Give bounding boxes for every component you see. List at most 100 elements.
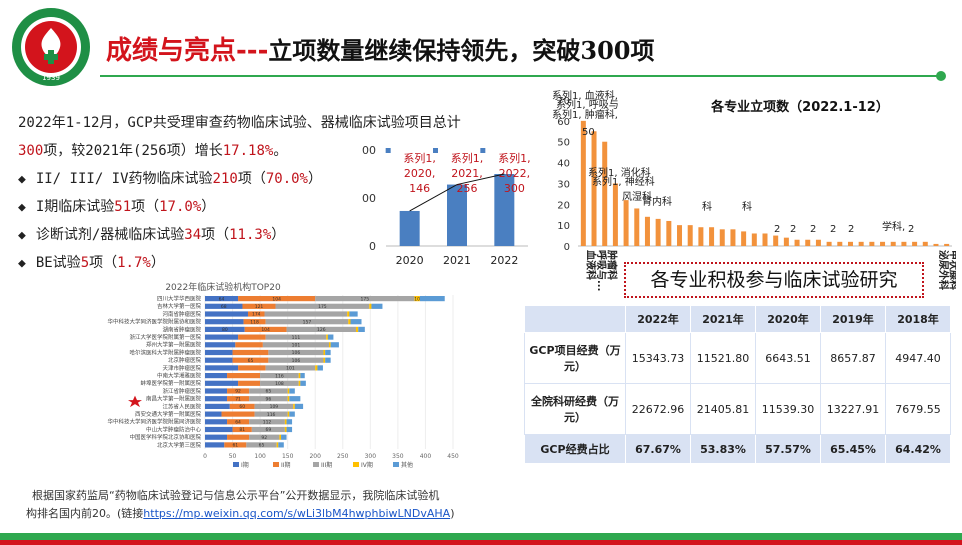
stacked-segment	[227, 419, 250, 425]
data-label: 系列1,	[498, 151, 531, 165]
funding-table: 2022年 2021年 2020年 2019年 2018年 GCP项目经费（万元…	[524, 305, 951, 464]
header-divider-dot	[936, 71, 946, 81]
segment-label: 116	[267, 412, 276, 418]
bar	[847, 241, 853, 246]
stacked-segment	[325, 349, 331, 356]
institution-label: 南昌大学第一附属医院	[146, 395, 202, 403]
y-tick-label: 70	[557, 96, 570, 107]
stacked-segment	[205, 434, 228, 440]
stacked-segment	[286, 419, 293, 425]
segment-label: 60	[239, 404, 245, 410]
data-label: 2020,	[404, 167, 436, 180]
institution-label: 江苏省人民医院	[162, 402, 201, 410]
data-label: 2	[830, 224, 836, 235]
segment-label: 61	[232, 443, 238, 449]
y-tick-label: 0	[369, 240, 376, 253]
table-cell: 22672.96	[625, 383, 691, 435]
bar	[655, 218, 661, 246]
bullet-text: II/ III/ IV药物临床试验	[35, 171, 213, 187]
summary-line-2-text: 项，较2021年(256项）增长	[43, 143, 223, 159]
table-cell: 53.83%	[690, 434, 756, 464]
stacked-segment	[221, 411, 255, 417]
table-row: GCP项目经费（万元） 15343.73 11521.80 6643.51 86…	[524, 332, 951, 384]
stacked-segment	[205, 396, 228, 402]
stacked-segment	[238, 334, 266, 340]
bar	[944, 243, 950, 246]
x-tick-label: 血液科	[584, 250, 597, 280]
bullet-text: ）	[150, 255, 165, 271]
stacked-segment	[300, 380, 306, 386]
table-header-cell	[524, 305, 626, 333]
footnote: 根据国家药监局“药物临床试验登记与信息公示平台”公开数据显示，我院临床试验机 构…	[26, 487, 455, 521]
stacked-segment	[347, 311, 350, 317]
bar	[794, 239, 800, 246]
data-label: 系列1, 呼吸与	[556, 98, 619, 111]
bar	[783, 237, 789, 246]
x-tick-label: 250	[337, 453, 349, 460]
department-projects-chart: 各专业立项数（2022.1-12） 70 60 50 40 30 20 10 0 系列1, 血液科…	[552, 89, 956, 291]
footnote-line-2-end: )	[450, 507, 455, 520]
table-header-cell: 2021年	[690, 305, 756, 333]
table-cell: 7679.55	[885, 383, 951, 435]
footnote-line-1: 根据国家药监局“药物临床试验登记与信息公示平台”公开数据显示，我院临床试验机	[32, 489, 440, 502]
stacked-segment	[232, 357, 269, 363]
source-link[interactable]: https://mp.weixin.qq.com/s/wLi3lbM4hwphb…	[143, 507, 451, 520]
bar	[591, 131, 597, 246]
stacked-segment	[281, 434, 287, 440]
bar	[677, 225, 683, 246]
stacked-segment	[205, 373, 228, 379]
stacked-segment	[268, 349, 324, 356]
y-tick-label: 20	[557, 200, 570, 211]
stacked-segment	[205, 388, 228, 394]
segment-label: 126	[317, 327, 326, 333]
data-label: 肾内科	[642, 195, 672, 208]
bullet-text: BE试验	[35, 255, 81, 271]
stacked-segment	[254, 403, 294, 409]
legend-swatch	[313, 462, 319, 467]
stacked-segment	[205, 380, 239, 386]
institution-label: 北京大学第三医院	[157, 441, 202, 449]
bar	[880, 241, 886, 246]
stacked-segment	[262, 342, 329, 348]
institution-label: 河南省肿瘤医院	[162, 310, 201, 318]
bar	[805, 239, 811, 246]
stacked-segment	[358, 326, 365, 332]
x-tick-label: 肿瘤科	[606, 250, 619, 280]
stacked-segment	[300, 373, 305, 379]
stacked-segment	[205, 296, 239, 302]
bullet-mark: ◆	[18, 172, 26, 187]
bullet-mark: ◆	[18, 200, 26, 215]
stacked-segment	[414, 296, 420, 302]
y-tick-label: 10	[557, 221, 570, 232]
stacked-segment	[287, 388, 290, 394]
stacked-segment	[286, 326, 357, 332]
stacked-segment	[348, 319, 351, 325]
institution-label: 中山大学肿瘤防治中心	[146, 425, 202, 433]
stacked-segment	[205, 365, 239, 371]
bar	[741, 231, 747, 246]
stacked-segment	[323, 357, 326, 363]
bar	[751, 233, 757, 246]
x-tick-label: 2021	[443, 254, 471, 267]
stacked-segment	[260, 373, 299, 379]
stacked-segment	[205, 326, 245, 332]
institution-label: 华中科技大学同济医学院附属同济医院	[107, 418, 201, 426]
bullet-percent: 17.0%	[159, 199, 202, 215]
summary-line-1: 2022年1-12月，GCP共受理审查药物临床试验、器械临床试验项目总计	[18, 115, 461, 131]
bar	[719, 229, 725, 246]
stacked-segment	[294, 403, 304, 409]
segment-label: 108	[275, 381, 284, 387]
table-cell: 57.57%	[755, 434, 821, 464]
bullet-text: 项（	[237, 171, 266, 187]
institution-label: 浙江省肿瘤医院	[162, 387, 201, 395]
bar	[815, 239, 821, 246]
institution-label: 西安交通大学第一附属医院	[135, 410, 202, 418]
stacked-segment	[232, 349, 269, 356]
bar	[602, 141, 608, 246]
segment-label: 10	[414, 296, 420, 302]
data-label: 2	[810, 224, 816, 235]
x-tick-label: 200	[309, 453, 321, 460]
bullet-percent: 11.3%	[229, 227, 272, 243]
stacked-segment	[246, 442, 277, 448]
table-row: GCP经费占比 67.67% 53.83% 57.57% 65.45% 64.4…	[524, 434, 951, 464]
